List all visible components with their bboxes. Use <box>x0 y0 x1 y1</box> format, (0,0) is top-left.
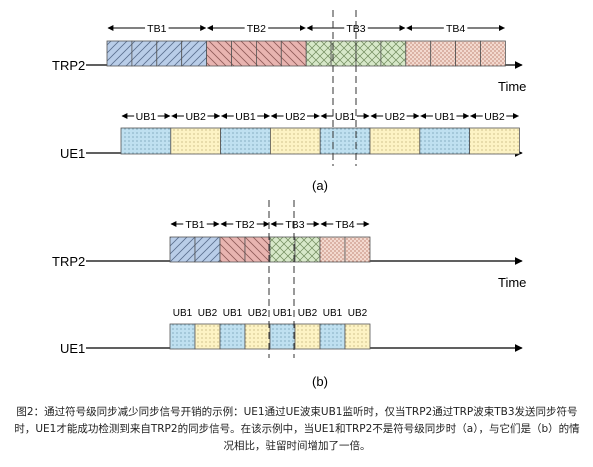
tb1-symbol-block <box>194 236 221 263</box>
ub2-block <box>294 323 321 350</box>
ub-label: UB2 <box>385 111 406 123</box>
ub-label: UB1 <box>136 111 157 123</box>
ub1-block <box>120 127 172 155</box>
ub-label: UB2 <box>298 308 318 319</box>
ub-label: UB2 <box>248 308 268 319</box>
tb-label: TB4 <box>446 23 465 35</box>
ub-label: UB1 <box>223 308 243 319</box>
tb3-symbol-block <box>355 40 382 67</box>
tb4-symbol-block <box>405 40 432 67</box>
panel-label-b: (b) <box>312 374 328 389</box>
ub2-block <box>244 323 271 350</box>
tb-label: TB3 <box>285 219 304 231</box>
ub1-block <box>319 323 346 350</box>
tb2-symbol-block <box>231 40 257 67</box>
tb1-symbol-block <box>156 40 183 67</box>
ub1-block <box>419 127 470 155</box>
ub-label: UB1 <box>323 308 343 319</box>
panel-label-a: (a) <box>312 178 328 193</box>
ub-label: UB2 <box>348 308 368 319</box>
diagram-a: TRP2 Time TB1 TB2 TB3 TB4 UE1 UB1 UB2 UB1 UB2 U… <box>52 10 526 193</box>
trp2-label: TRP2 <box>52 254 85 269</box>
tb-label: TB4 <box>335 219 354 231</box>
ub2-block <box>269 127 321 155</box>
tb2-symbol-block <box>244 236 271 263</box>
ub1-block <box>269 323 296 350</box>
tb1-symbol-block <box>131 40 158 67</box>
ub-label: UB2 <box>185 111 206 123</box>
trp2-label: TRP2 <box>52 58 85 73</box>
figure-caption: 图2：通过符号级同步减少同步信号开销的示例：UE1通过UE波束UB1监听时，仅当… <box>14 406 580 452</box>
tb-span-arrows: TB1 TB2 TB3 TB4 <box>170 219 370 231</box>
time-label: Time <box>498 79 526 94</box>
tb4-symbol-block <box>455 40 481 67</box>
tb4-symbol-block <box>344 236 371 263</box>
tb-label: TB1 <box>147 23 166 35</box>
tb3-symbol-block <box>294 236 321 263</box>
ub1-block <box>169 323 196 350</box>
ub2-block <box>469 127 520 155</box>
tb-label: TB3 <box>346 23 365 35</box>
tb-span-arrows: TB1 TB2 TB3 TB4 <box>107 23 505 35</box>
tb3-symbol-block <box>269 236 296 263</box>
trp2-beam-blocks <box>169 236 371 263</box>
ub-label: UB1 <box>173 308 193 319</box>
ub2-block <box>344 323 371 350</box>
ub1-block <box>219 323 246 350</box>
time-label: Time <box>498 275 526 290</box>
tb2-symbol-block <box>255 40 282 67</box>
ue1-label: UE1 <box>60 341 85 356</box>
ub-labels: UB1 UB2 UB1 UB2 UB1 UB2 UB1 UB2 <box>173 308 368 319</box>
tb-label: TB1 <box>185 219 204 231</box>
tb4-symbol-block <box>319 236 346 263</box>
diagram-b: TRP2 Time TB1 TB2 TB3 TB4 UE1 UB1 UB2 UB1 UB2 U… <box>52 200 526 389</box>
ue1-beam-blocks <box>120 127 520 155</box>
trp2-beam-blocks <box>106 40 506 67</box>
ue1-label: UE1 <box>60 146 85 161</box>
sync-diagram: TRP2 Time TB1 TB2 TB3 TB4 UE1 UB1 UB2 UB1 UB2 U… <box>52 10 526 389</box>
ub-label: UB2 <box>198 308 218 319</box>
tb1-symbol-block <box>106 40 133 67</box>
ub-label: UB1 <box>235 111 256 123</box>
ub-label: UB1 <box>273 308 293 319</box>
ub2-block <box>194 323 221 350</box>
tb4-symbol-block <box>430 40 457 67</box>
tb2-symbol-block <box>206 40 232 67</box>
ub2-block <box>369 127 421 155</box>
tb4-symbol-block <box>480 40 506 67</box>
ub2-block <box>170 127 222 155</box>
ub1-block <box>319 127 371 155</box>
ub-label: UB1 <box>434 111 455 123</box>
tb2-symbol-block <box>219 236 246 263</box>
ub-label: UB2 <box>285 111 306 123</box>
ub-label: UB1 <box>335 111 356 123</box>
tb-label: TB2 <box>235 219 254 231</box>
tb-label: TB2 <box>247 23 266 35</box>
ub-label: UB2 <box>484 111 505 123</box>
ue1-beam-blocks <box>169 323 371 350</box>
tb3-symbol-block <box>380 40 407 67</box>
tb1-symbol-block <box>169 236 196 263</box>
tb1-symbol-block <box>181 40 207 67</box>
ub1-block <box>220 127 271 155</box>
tb3-symbol-block <box>330 40 357 67</box>
tb3-symbol-block <box>305 40 332 67</box>
ub-span-arrows: UB1 UB2 UB1 UB2 UB1 UB2 UB1 UB2 <box>121 111 520 123</box>
tb2-symbol-block <box>280 40 307 67</box>
